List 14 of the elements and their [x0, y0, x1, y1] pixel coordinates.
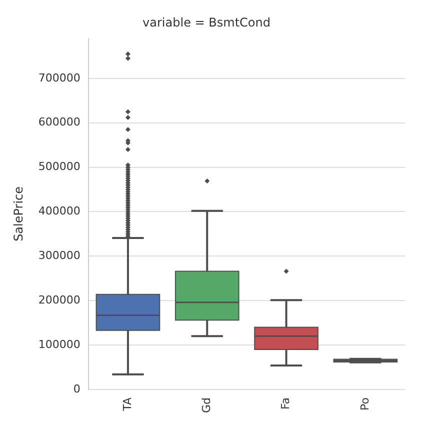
x-tick-label: Po — [358, 397, 372, 410]
y-tick-label: 200000 — [38, 293, 80, 306]
y-tick-label: 600000 — [38, 116, 80, 129]
y-tick-label: 0 — [73, 382, 80, 396]
y-tick-label: 700000 — [38, 71, 80, 84]
y-axis-title: SalePrice — [11, 186, 26, 242]
y-tick-label: 100000 — [38, 338, 80, 351]
y-tick-label: 500000 — [38, 160, 80, 174]
x-tick-label: Fa — [279, 397, 292, 410]
y-tick-label: 400000 — [38, 204, 80, 218]
chart-title: variable = BsmtCond — [142, 15, 270, 30]
y-tick-label: 300000 — [38, 249, 80, 262]
x-tick-label: TA — [120, 397, 134, 412]
x-tick-label: Gd — [200, 397, 213, 414]
